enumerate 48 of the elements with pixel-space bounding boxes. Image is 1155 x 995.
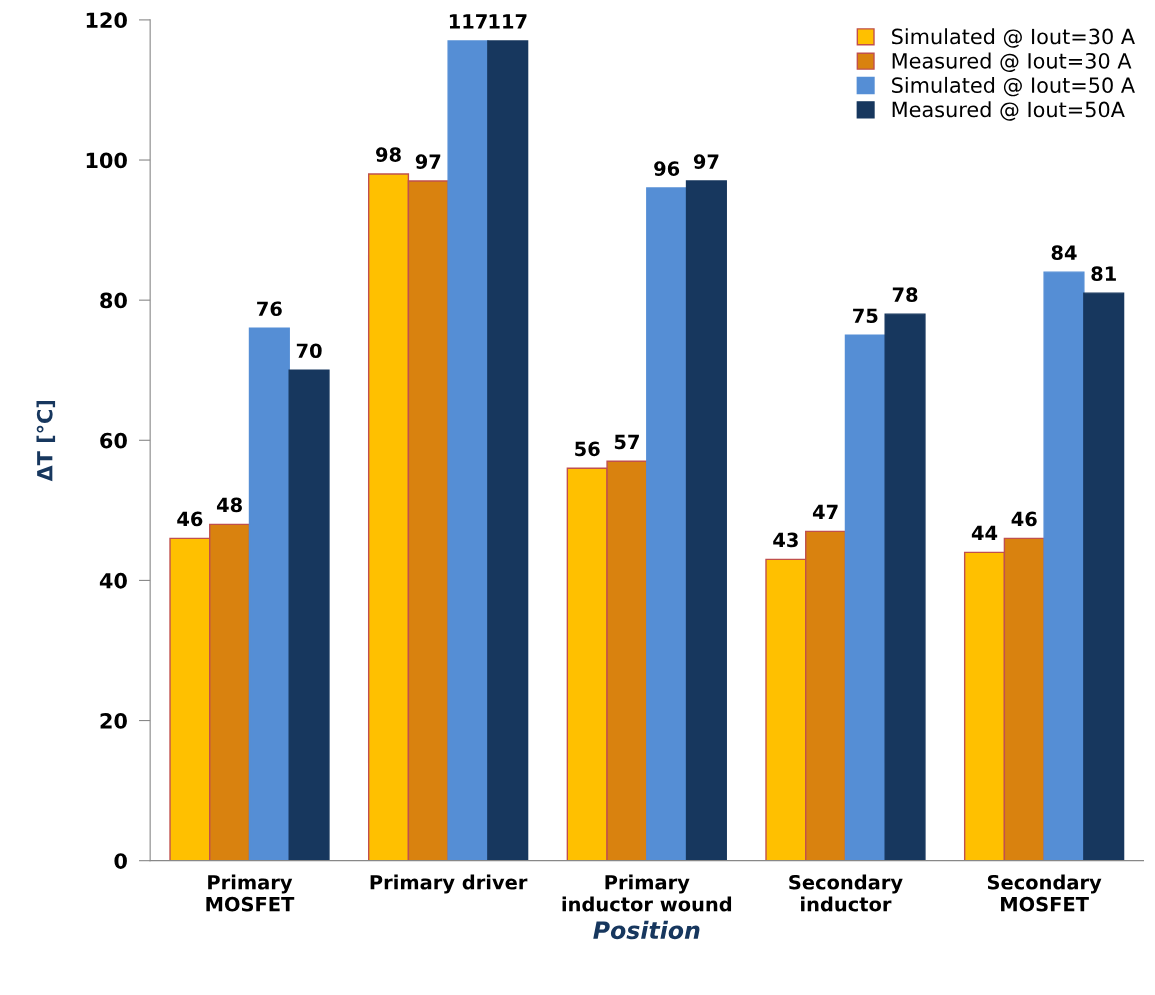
bar — [248, 327, 290, 861]
x-tick-label: Secondary inductor — [789, 874, 903, 912]
data-label: 46 — [1011, 511, 1037, 527]
bar — [685, 180, 727, 861]
legend-label: Simulated @ Iout=50 A — [892, 76, 1135, 97]
y-tick-label: 100 — [86, 152, 127, 169]
bar — [844, 334, 886, 861]
data-label: 117 — [489, 14, 527, 29]
data-label: 46 — [177, 511, 203, 527]
y-tick-label: 120 — [86, 12, 127, 29]
legend-label: Simulated @ Iout=30 A — [892, 28, 1135, 48]
y-tick-label: 0 — [114, 853, 127, 869]
data-label: 43 — [773, 532, 798, 548]
data-label: 57 — [614, 434, 639, 450]
data-label: 70 — [296, 343, 322, 359]
data-label: 98 — [376, 147, 401, 162]
y-tick-label: 80 — [100, 292, 127, 309]
data-label: 48 — [216, 497, 242, 513]
bar — [1083, 292, 1125, 861]
legend-label: Measured @ Iout=30 A — [892, 52, 1132, 73]
x-tick-label: Primary MOSFET — [206, 874, 295, 912]
data-label: 117 — [449, 14, 487, 29]
data-label: 47 — [812, 504, 838, 519]
y-tick-label: 40 — [99, 572, 127, 589]
y-tick-label: 60 — [100, 432, 127, 449]
x-tick-label: Secondary MOSFET — [987, 874, 1102, 912]
bar — [447, 40, 489, 861]
bar — [884, 313, 926, 861]
y-axis-title: ΔT [°C] — [36, 400, 56, 482]
data-label: 76 — [257, 301, 282, 317]
data-label: 96 — [654, 161, 680, 176]
x-axis-title: Position — [593, 920, 700, 940]
data-label: 78 — [892, 287, 918, 303]
x-tick-label: Primary driver — [370, 874, 528, 894]
data-label: 97 — [693, 154, 719, 169]
bar — [1043, 271, 1085, 861]
data-label: 84 — [1051, 245, 1077, 261]
y-tick-label: 20 — [100, 713, 127, 729]
data-label: 97 — [415, 154, 441, 169]
data-label: 81 — [1091, 266, 1116, 282]
bar — [288, 369, 330, 861]
legend-label: Measured @ Iout=50A — [892, 101, 1125, 121]
data-label: 56 — [575, 441, 600, 457]
x-tick-label: Primary inductor wound — [562, 874, 732, 912]
data-label: 75 — [853, 308, 878, 324]
bar — [487, 40, 529, 861]
data-label: 44 — [971, 525, 998, 541]
bar — [646, 187, 688, 861]
